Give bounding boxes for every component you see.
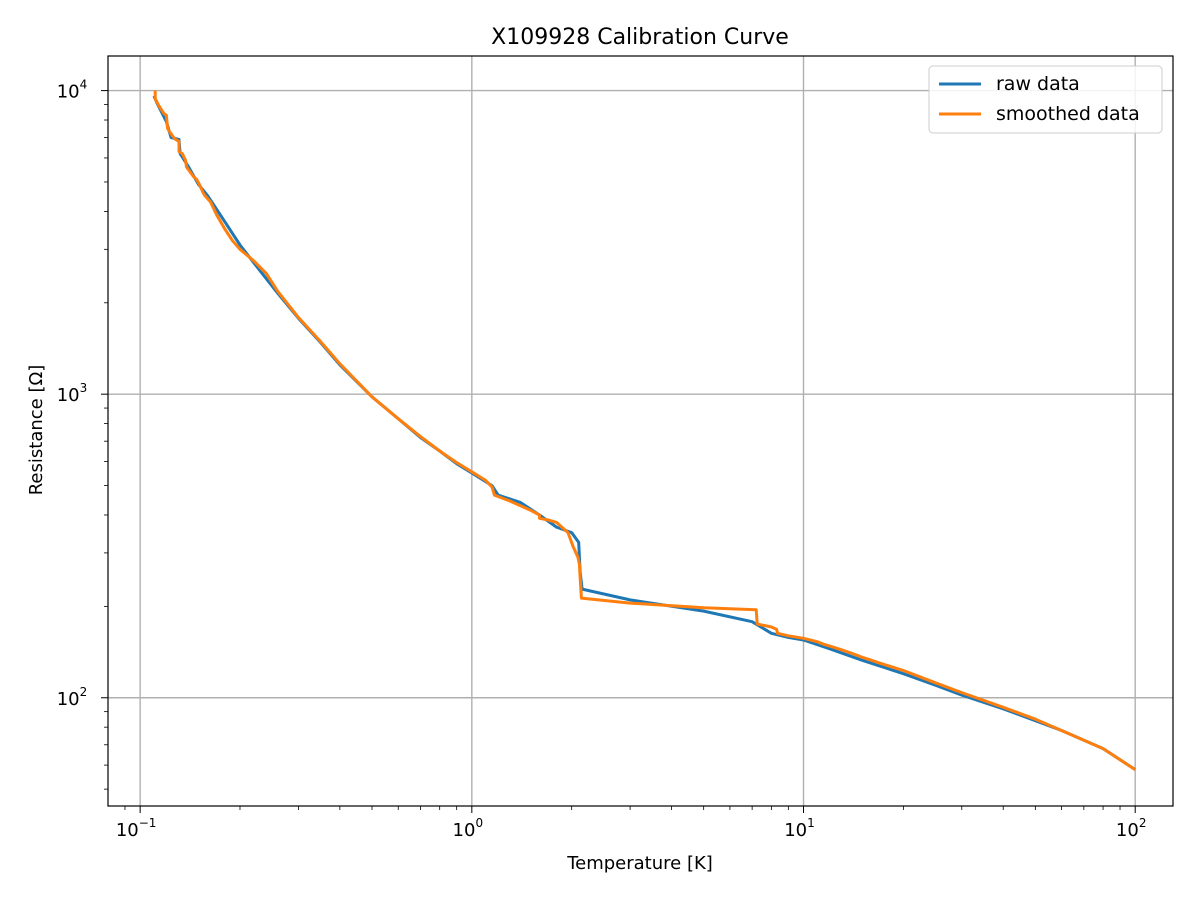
y-tick-label-exponent: 2	[80, 685, 88, 699]
x-tick-label-exponent: 1	[807, 816, 815, 830]
y-tick-label-exponent: 4	[80, 78, 88, 92]
x-axis-label: Temperature [K]	[566, 853, 713, 874]
x-tick-label-base: 10	[453, 820, 476, 841]
chart-title: X109928 Calibration Curve	[491, 25, 789, 50]
y-tick-label: 104	[57, 78, 88, 103]
x-tick-label: 100	[453, 816, 484, 841]
legend-box	[928, 65, 1163, 134]
x-tick-label-exponent: −1	[139, 816, 157, 830]
y-tick-label: 102	[57, 685, 88, 710]
x-tick-label: 101	[784, 816, 815, 841]
y-tick-label-base: 10	[57, 82, 80, 103]
y-tick-label: 103	[57, 381, 88, 406]
x-tick-label-base: 10	[1116, 820, 1139, 841]
x-tick-label-base: 10	[116, 820, 139, 841]
y-tick-label-base: 10	[57, 689, 80, 710]
x-tick-label-exponent: 2	[1139, 816, 1147, 830]
x-tick-label: 10−1	[116, 816, 157, 841]
legend: raw data smoothed data	[928, 65, 1163, 134]
legend-label-raw-data: raw data	[996, 73, 1080, 95]
x-tick-label-base: 10	[784, 820, 807, 841]
legend-label-smoothed-data: smoothed data	[996, 103, 1140, 125]
plot-frame	[107, 55, 1174, 807]
x-tick-label-exponent: 0	[475, 816, 483, 830]
series-line-smoothed-data	[153, 90, 1137, 771]
series-group	[152, 90, 1137, 771]
y-axis-label: Resistance [Ω]	[26, 365, 47, 496]
grid	[108, 56, 1173, 806]
y-tick-label-base: 10	[57, 385, 80, 406]
y-tick-label-exponent: 3	[80, 381, 88, 395]
x-tick-label: 102	[1116, 816, 1147, 841]
